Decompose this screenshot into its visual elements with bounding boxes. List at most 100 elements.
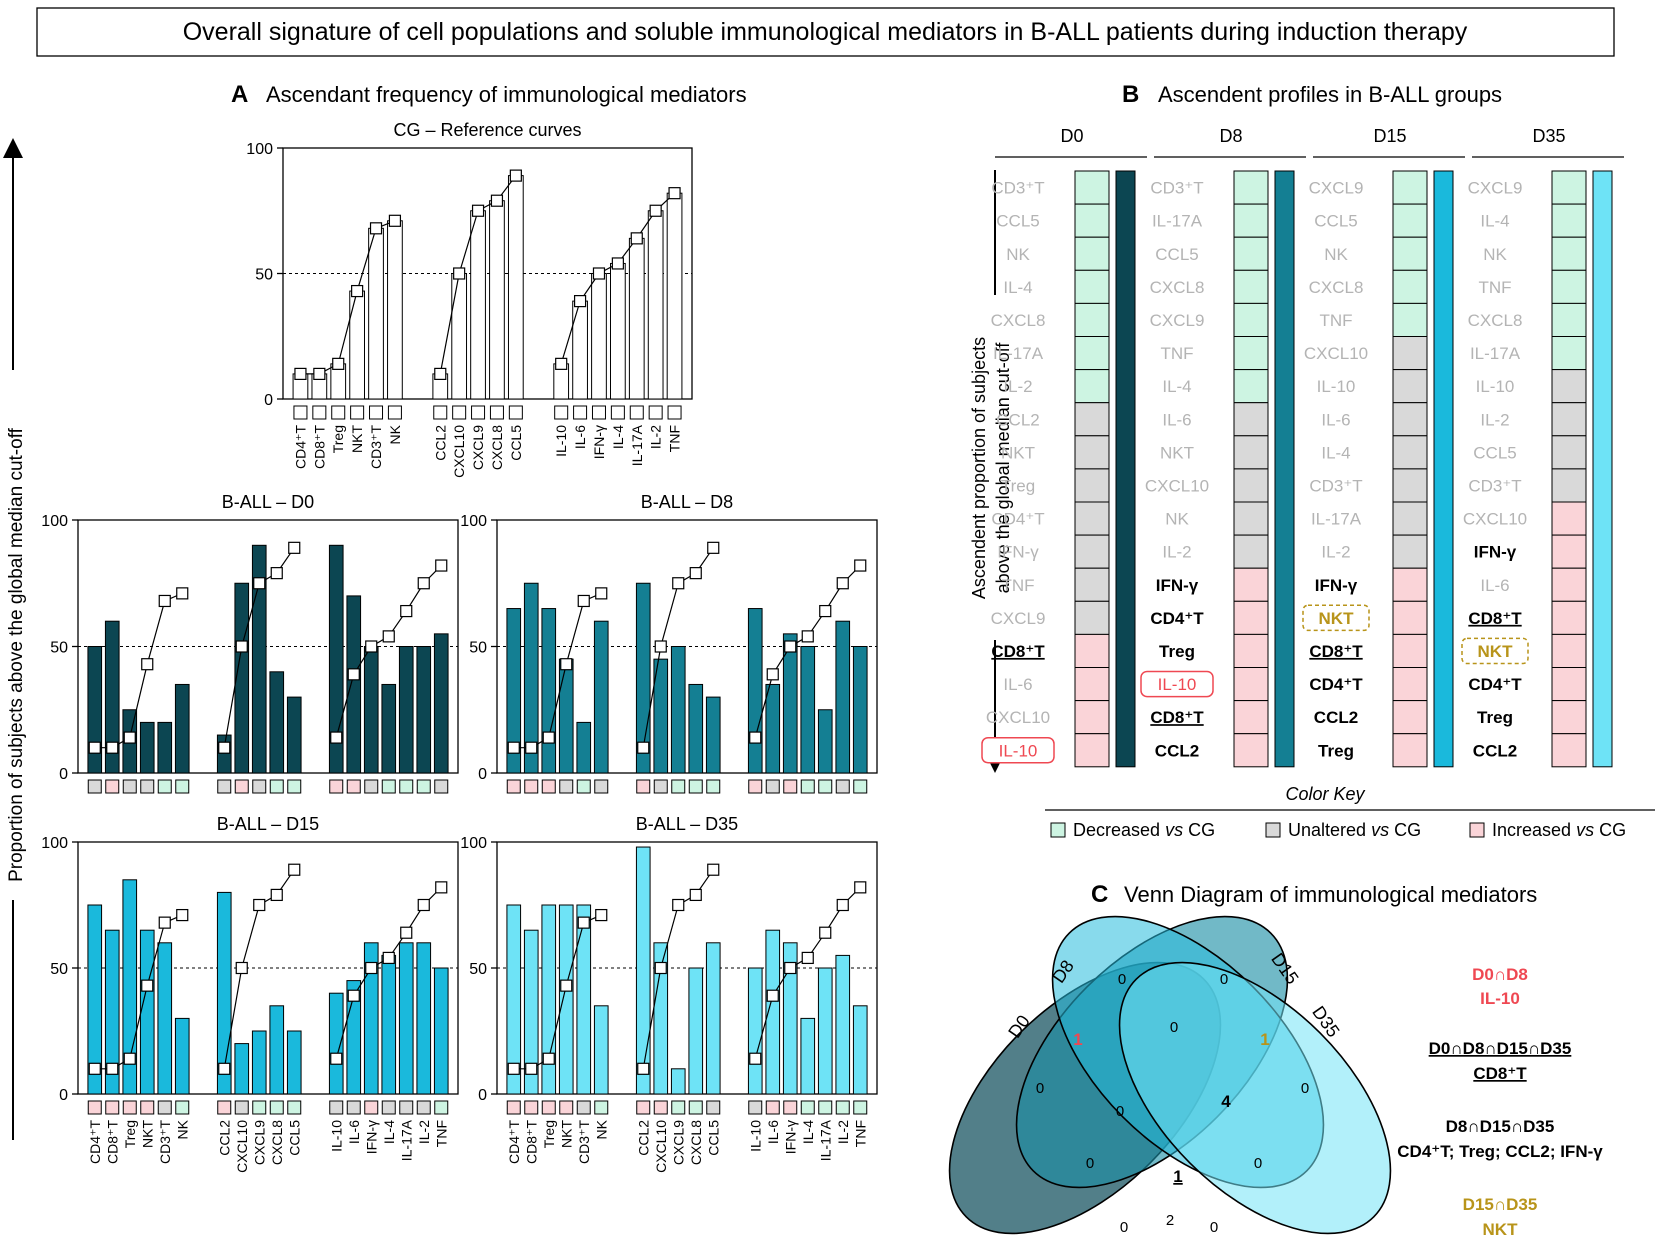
status-square [105, 779, 120, 794]
reference-point [417, 898, 430, 912]
status-square [783, 1100, 798, 1115]
status-cell [1074, 567, 1110, 602]
bar-CXCL8 [269, 671, 285, 774]
category-label: CD3⁺T [368, 425, 384, 469]
status-square [541, 779, 556, 794]
profile-label: IL-6 [1162, 410, 1191, 429]
status-square [122, 779, 137, 794]
bar-NKT [139, 929, 155, 1095]
status-cell [1233, 501, 1269, 536]
bar-CD4⁺T [506, 904, 522, 1095]
profile-label: CXCL9 [991, 609, 1046, 628]
status-cell [1551, 534, 1587, 569]
chart-d0: B-ALL – D0 0 50 100 [41, 492, 459, 794]
bar-NKT [558, 658, 574, 774]
bar-CCL5 [705, 696, 721, 774]
bar-NKT [139, 721, 155, 774]
bar-CXCL9 [670, 646, 686, 774]
status-square [610, 405, 625, 420]
bar-CXCL10 [234, 1043, 250, 1095]
reference-point [654, 961, 667, 975]
profile-label: NK [1006, 245, 1030, 264]
venn-count-d8-d15: 0 [1170, 1019, 1178, 1036]
bar-IL-17A [628, 237, 645, 400]
bar-IL-10 [328, 992, 344, 1095]
reference-point [313, 367, 326, 380]
status-square [287, 779, 302, 794]
status-square [573, 405, 588, 420]
reference-point [351, 284, 364, 298]
status-cell [1551, 700, 1587, 735]
status-square [399, 779, 414, 794]
bar-CXCL10 [653, 942, 669, 1095]
panel-b-y-axis-label-line2: above the global median cut-off [993, 342, 1013, 594]
bar-IL-17A [817, 967, 833, 1095]
highlight-box-gold [1302, 604, 1370, 632]
reference-point [235, 640, 248, 653]
y-tick-label: 50 [50, 640, 68, 657]
reference-point [158, 916, 171, 929]
status-cell [1392, 369, 1428, 404]
reference-point [592, 267, 606, 280]
status-cell [1074, 269, 1110, 304]
status-square [554, 405, 569, 420]
status-cell [1551, 236, 1587, 271]
reference-point [595, 587, 608, 600]
reference-point [435, 881, 448, 894]
reference-point [560, 979, 573, 992]
category-label: CCL5 [286, 1120, 302, 1156]
bar-Treg [541, 904, 557, 1095]
venn-count-d0-d8: 1 [1073, 1030, 1082, 1049]
annotation-d15-d35-set: D15∩D35 [1463, 1195, 1538, 1214]
profile-label: NKT [1478, 642, 1514, 661]
status-cell [1074, 600, 1110, 635]
status-square [416, 1100, 431, 1115]
reference-point [347, 668, 360, 681]
bar-TNF [433, 633, 449, 774]
status-square [234, 1100, 249, 1115]
venn-count-d15-only: 0 [1220, 971, 1228, 988]
profile-label: IL-4 [1321, 443, 1350, 462]
reference-point [270, 888, 283, 902]
annotation-all-set: D0∩D8∩D15∩D35 [1429, 1039, 1572, 1058]
y-tick-label: 50 [469, 640, 487, 657]
y-tick-label: 0 [478, 766, 487, 783]
color-key: Decreased vs CG Unaltered vs CG Increased … [1050, 820, 1626, 840]
status-cell [1392, 534, 1428, 569]
category-label: CCL5 [705, 1120, 721, 1156]
reference-point [253, 898, 266, 912]
reference-point [525, 1062, 538, 1075]
profile-label: NKT [1319, 609, 1355, 628]
status-square [835, 1100, 850, 1115]
reference-point [332, 357, 345, 370]
profile-label: CXCL9 [1468, 179, 1523, 198]
status-cell [1233, 269, 1269, 304]
profile-label: TNF [1160, 344, 1193, 363]
status-cell [1233, 633, 1269, 669]
bar-IL-10 [747, 967, 763, 1095]
status-square [329, 1100, 344, 1115]
status-cell [1233, 667, 1269, 702]
y-tick-label: 50 [255, 267, 273, 284]
profile-label: CD8⁺T [1150, 708, 1204, 727]
profile-label: IFN-γ [1315, 576, 1358, 595]
profile-label: IL-4 [1003, 278, 1032, 297]
reference-point [365, 961, 378, 975]
status-square [667, 405, 682, 420]
bar-IL-17A [398, 942, 414, 1095]
reference-point [176, 908, 189, 922]
chart-title: B-ALL – D8 [641, 492, 733, 512]
figure-title: Overall signature of cell populations an… [183, 18, 1468, 46]
chart-title: B-ALL – D0 [222, 492, 314, 512]
status-cell [1551, 567, 1587, 602]
bar-CD3⁺T [157, 942, 173, 1095]
bar-CD4⁺T [87, 904, 103, 1095]
bar-IL-2 [835, 954, 851, 1095]
status-square [506, 1100, 521, 1115]
bar-IL-2 [416, 942, 432, 1095]
status-cell [1392, 236, 1428, 271]
chart-cg: CG – Reference curves 0 50 100 CD4⁺T CD8⁺T Tre… [246, 120, 693, 478]
profile-label: CXCL10 [1463, 510, 1527, 529]
bar-NK [593, 1005, 609, 1095]
